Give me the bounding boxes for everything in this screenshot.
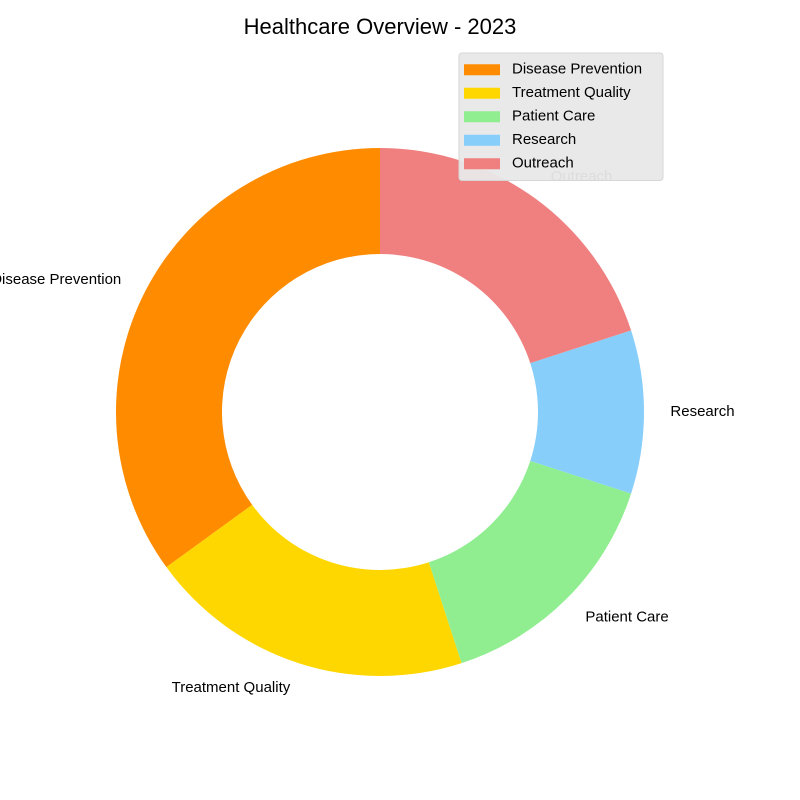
slice-disease-prevention [115, 148, 381, 568]
legend: Disease Prevention Treatment Quality Patie… [458, 52, 664, 181]
slice-patient-care [428, 460, 632, 664]
chart-title: Healthcare Overview - 2023 [244, 14, 517, 39]
legend-label-treatment-quality: Treatment Quality [512, 84, 631, 101]
slice-label-patient-care: Patient Care [585, 608, 668, 625]
slice-outreach [380, 148, 632, 364]
legend-label-disease-prevention: Disease Prevention [512, 61, 642, 78]
pie-slices [115, 148, 645, 677]
slice-label-research: Research [670, 403, 734, 420]
legend-box [458, 52, 664, 181]
slice-label-disease-prevention: Disease Prevention [0, 271, 121, 288]
legend-swatch-treatment-quality [464, 87, 500, 99]
legend-label-outreach: Outreach [512, 155, 574, 172]
slice-label-treatment-quality: Treatment Quality [172, 679, 291, 696]
legend-swatch-disease-prevention [464, 64, 500, 76]
legend-swatch-outreach [464, 158, 500, 170]
legend-label-research: Research [512, 131, 576, 148]
slice-research [530, 330, 645, 494]
legend-label-patient-care: Patient Care [512, 108, 595, 125]
slice-treatment-quality [166, 504, 462, 677]
legend-swatch-research [464, 134, 500, 146]
legend-swatch-patient-care [464, 111, 500, 123]
